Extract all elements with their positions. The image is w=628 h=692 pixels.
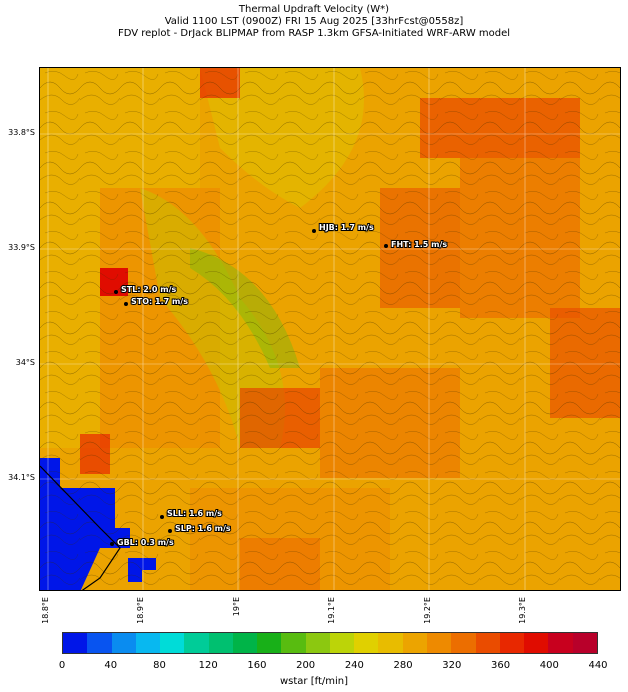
colorbar-segment — [135, 633, 161, 653]
station-label-slp: SLP: 1.6 m/s — [175, 524, 231, 533]
station-label-hjb: HJB: 1.7 m/s — [319, 223, 374, 232]
station-marker-fht — [384, 244, 388, 248]
colorbar-tick-label: 320 — [442, 660, 462, 671]
map-title: Thermal Updraft Velocity (W*) Valid 1100… — [0, 4, 628, 40]
colorbar-tick-label: 40 — [104, 660, 118, 671]
colorbar-segment — [232, 633, 258, 653]
station-label-sll: SLL: 1.6 m/s — [167, 509, 222, 518]
colorbar-segment — [426, 633, 452, 653]
colorbar-segment — [63, 633, 88, 653]
lat-label-34: 34°S — [15, 358, 35, 367]
colorbar-segment — [184, 633, 209, 653]
terrain-contours — [40, 68, 620, 590]
map-plot-area[interactable]: HJB: 1.7 m/s FHT: 1.5 m/s STL: 2.0 m/s S… — [39, 67, 621, 591]
station-label-sto: STO: 1.7 m/s — [131, 297, 188, 306]
station-marker-gbl — [110, 542, 114, 546]
colorbar-tick-label: 0 — [58, 660, 66, 671]
lon-label-19-2: 19.2°E — [423, 597, 432, 624]
colorbar-tick-label: 80 — [153, 660, 166, 671]
station-marker-hjb — [312, 229, 316, 233]
colorbar-segment — [548, 633, 573, 653]
colorbar-segment — [257, 633, 282, 653]
colorbar — [62, 632, 598, 654]
wstar-map: HJB: 1.7 m/s FHT: 1.5 m/s STL: 2.0 m/s S… — [40, 68, 620, 590]
colorbar-tick-label: 360 — [490, 660, 511, 671]
colorbar-segment — [378, 633, 403, 653]
lon-label-19-1: 19.1°E — [327, 597, 336, 624]
colorbar-label: wstar [ft/min] — [279, 676, 349, 687]
colorbar-segment — [499, 633, 525, 653]
station-label-stl: STL: 2.0 m/s — [121, 285, 177, 294]
title-line-2: Valid 1100 LST (0900Z) FRI 15 Aug 2025 [… — [164, 16, 464, 27]
lon-label-19-3: 19.3°E — [518, 597, 527, 624]
colorbar-segment — [402, 633, 427, 653]
station-label-fht: FHT: 1.5 m/s — [391, 240, 447, 249]
colorbar-segment — [111, 633, 136, 653]
lat-label-33-9: 33.9°S — [8, 243, 35, 252]
colorbar-segment — [208, 633, 233, 653]
colorbar-segment — [572, 633, 597, 653]
colorbar-segment — [354, 633, 379, 653]
lon-label-18-8: 18.8°E — [41, 597, 50, 624]
colorbar-tick-label: 280 — [393, 660, 413, 671]
colorbar-tick-label: 440 — [588, 660, 608, 671]
colorbar-segment — [329, 633, 355, 653]
title-line-3: FDV replot - DrJack BLIPMAP from RASP 1.… — [117, 28, 511, 39]
station-label-gbl: GBL: 0.3 m/s — [117, 538, 174, 547]
lat-label-34-1: 34.1°S — [8, 473, 35, 482]
graticule — [40, 68, 620, 590]
lon-label-19: 19°E — [232, 597, 241, 617]
colorbar-segment — [281, 633, 306, 653]
station-marker-sll — [160, 515, 164, 519]
colorbar-tick-label: 240 — [344, 660, 364, 671]
colorbar-tick-label: 200 — [296, 660, 316, 671]
lon-label-18-9: 18.9°E — [136, 597, 145, 624]
station-marker-slp — [168, 529, 172, 533]
coastline — [40, 465, 121, 590]
colorbar-segment — [160, 633, 185, 653]
colorbar-tick-label: 160 — [247, 660, 267, 671]
colorbar-tick-label: 120 — [198, 660, 218, 671]
title-line-1: Thermal Updraft Velocity (W*) — [238, 4, 390, 15]
colorbar-segment — [305, 633, 330, 653]
station-marker-sto — [124, 302, 128, 306]
lat-label-33-8: 33.8°S — [8, 128, 35, 137]
colorbar-segment — [524, 633, 549, 653]
station-marker-stl — [114, 290, 118, 294]
colorbar-segment — [451, 633, 476, 653]
colorbar-segment — [87, 633, 112, 653]
colorbar-tick-label: 400 — [539, 660, 559, 671]
colorbar-segment — [475, 633, 500, 653]
